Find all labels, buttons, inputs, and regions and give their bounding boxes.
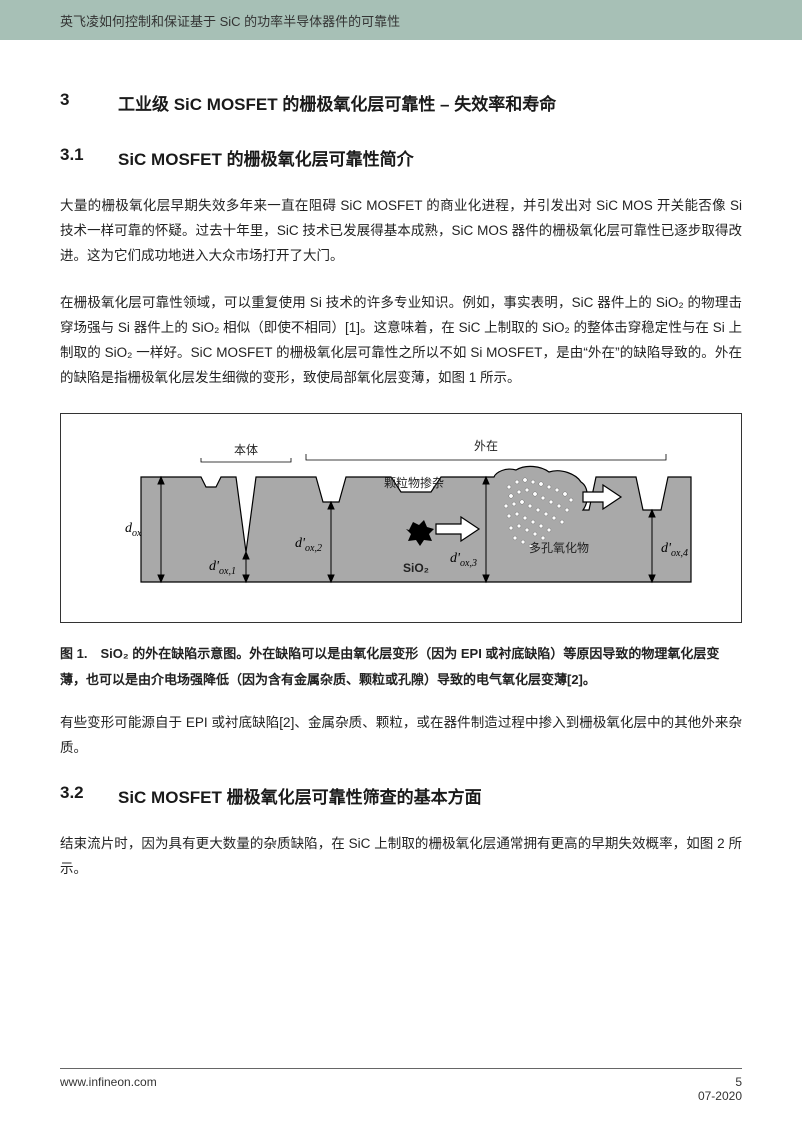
subsection-31-heading: 3.1 SiC MOSFET 的栅极氧化层可靠性简介	[60, 145, 742, 170]
particle-label: 颗粒物掺杂	[384, 475, 444, 490]
header-title: 英飞凌如何控制和保证基于 SiC 的功率半导体器件的可靠性	[60, 11, 400, 30]
porous-label: 多孔氧化物	[529, 541, 589, 555]
paragraph-4: 结束流片时，因为具有更大数量的杂质缺陷，在 SiC 上制取的栅极氧化层通常拥有更…	[60, 832, 742, 882]
svg-text:dox: dox	[125, 521, 142, 539]
subsection-32-title: SiC MOSFET 栅极氧化层可靠性筛查的基本方面	[118, 783, 482, 808]
paragraph-2: 在栅极氧化层可靠性领域，可以重复使用 Si 技术的许多专业知识。例如，事实表明，…	[60, 291, 742, 391]
figure-1-caption: 图 1. SiO₂ 的外在缺陷示意图。外在缺陷可以是由氧化层变形（因为 EPI …	[60, 641, 742, 693]
figure-1: 本体 外在	[60, 413, 742, 623]
defect-diagram: 本体 外在	[91, 432, 711, 607]
subsection-32-number: 3.2	[60, 783, 118, 808]
subsection-31-number: 3.1	[60, 145, 118, 170]
header-bar: 英飞凌如何控制和保证基于 SiC 的功率半导体器件的可靠性	[0, 0, 802, 40]
subsection-32-heading: 3.2 SiC MOSFET 栅极氧化层可靠性筛查的基本方面	[60, 783, 742, 808]
section-heading: 3 工业级 SiC MOSFET 的栅极氧化层可靠性 – 失效率和寿命	[60, 90, 742, 115]
footer-url: www.infineon.com	[60, 1075, 157, 1103]
main-content: 3 工业级 SiC MOSFET 的栅极氧化层可靠性 – 失效率和寿命 3.1 …	[0, 40, 802, 882]
footer-page: 5	[735, 1075, 742, 1089]
paragraph-1: 大量的栅极氧化层早期失效多年来一直在阻碍 SiC MOSFET 的商业化进程，并…	[60, 194, 742, 269]
section-title: 工业级 SiC MOSFET 的栅极氧化层可靠性 – 失效率和寿命	[118, 90, 556, 115]
footer-date: 07-2020	[698, 1089, 742, 1103]
material-label: SiO₂	[403, 561, 429, 575]
bulk-label: 本体	[234, 443, 258, 457]
section-number: 3	[60, 90, 118, 115]
subsection-31-title: SiC MOSFET 的栅极氧化层可靠性简介	[118, 145, 414, 170]
figure-1-box: 本体 外在	[60, 413, 742, 623]
extrinsic-label: 外在	[474, 439, 498, 453]
footer: www.infineon.com 5 07-2020	[60, 1068, 742, 1103]
paragraph-3: 有些变形可能源自于 EPI 或衬底缺陷[2]、金属杂质、颗粒，或在器件制造过程中…	[60, 711, 742, 761]
